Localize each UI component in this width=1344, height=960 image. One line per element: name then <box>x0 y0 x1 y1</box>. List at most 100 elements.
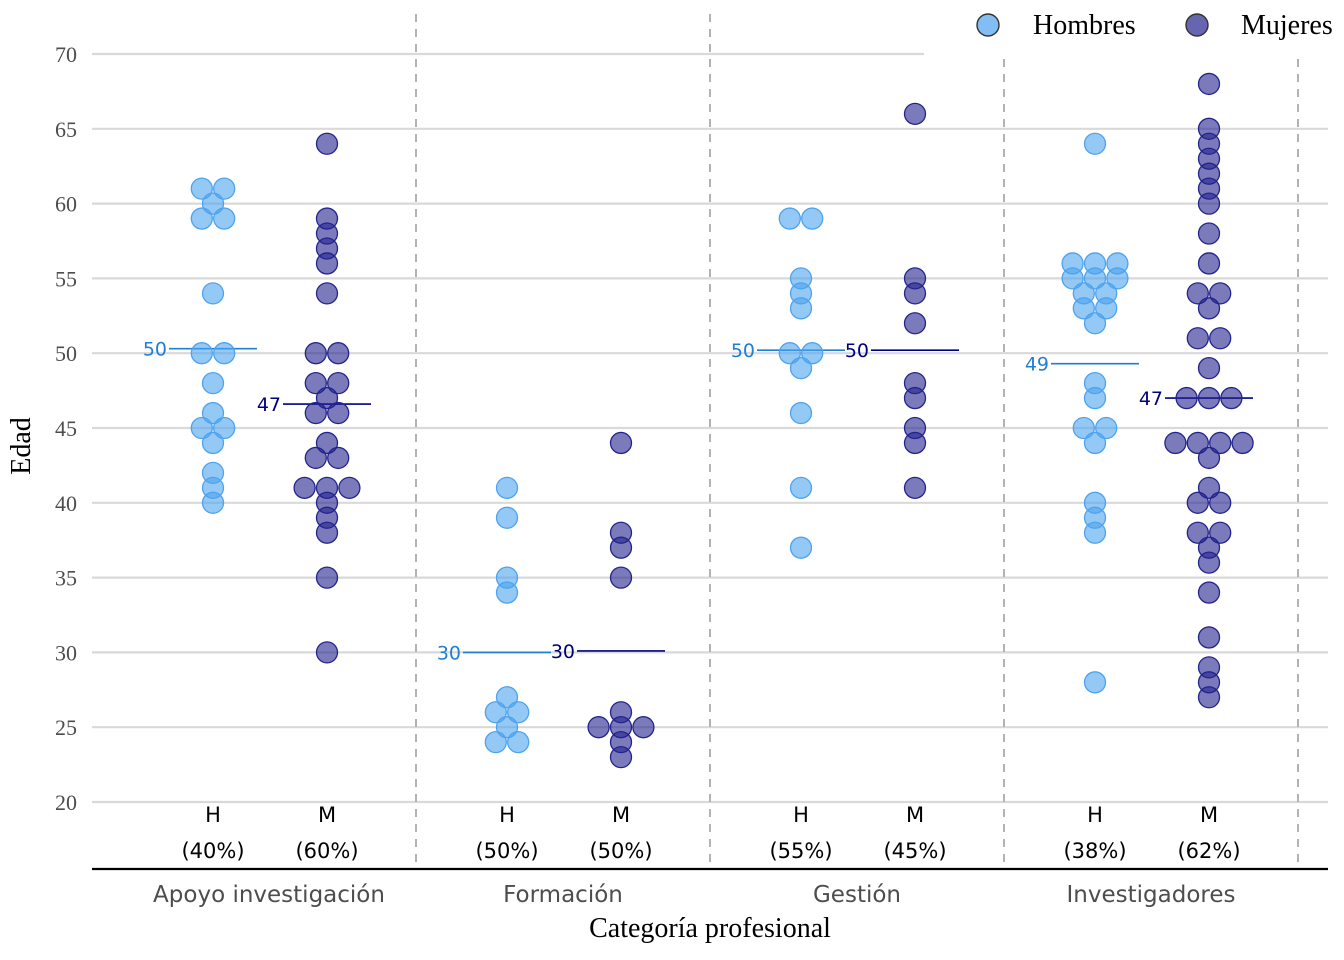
data-point <box>1209 282 1232 305</box>
data-point <box>1209 327 1232 350</box>
data-point <box>1197 446 1221 470</box>
data-point <box>304 401 327 425</box>
data-point <box>1197 222 1221 245</box>
data-point <box>304 342 327 365</box>
data-point <box>495 581 519 604</box>
data-point <box>1083 312 1107 335</box>
group-label: M <box>906 803 924 827</box>
data-point <box>789 401 813 425</box>
data-point <box>1072 416 1095 440</box>
y-tick-label: 65 <box>55 117 77 142</box>
y-tick-label: 20 <box>55 790 77 815</box>
data-point <box>1197 581 1221 604</box>
data-point <box>484 731 507 754</box>
data-point <box>1197 551 1221 574</box>
data-point <box>315 132 339 155</box>
data-point <box>315 521 339 544</box>
y-tick-label: 70 <box>55 42 77 67</box>
data-point <box>609 745 633 769</box>
data-point <box>1197 626 1221 649</box>
y-tick-label: 55 <box>55 266 77 291</box>
data-point <box>1197 297 1221 320</box>
data-point <box>1072 297 1095 320</box>
group-label: M <box>1200 803 1218 827</box>
data-point <box>1186 491 1209 514</box>
data-point <box>1095 416 1118 440</box>
data-point <box>903 476 927 499</box>
data-point <box>903 282 927 305</box>
category-separators <box>415 14 1299 869</box>
data-point <box>1083 431 1107 455</box>
mean-label: 49 <box>1025 354 1049 376</box>
data-point <box>801 342 824 365</box>
data-point <box>507 701 530 724</box>
data-point <box>304 371 327 395</box>
data-point <box>1186 282 1209 305</box>
group-label: H <box>793 803 809 827</box>
y-axis-title: Edad <box>6 417 37 475</box>
data-point <box>1209 431 1232 455</box>
data-point <box>1197 357 1221 380</box>
data-point <box>1083 386 1107 410</box>
group-label: M <box>612 803 630 827</box>
data-point <box>1106 267 1129 290</box>
group-percent: (50%) <box>589 839 652 863</box>
data-point <box>1095 297 1118 320</box>
data-point <box>338 476 361 499</box>
mean-label: 50 <box>731 340 755 362</box>
data-point <box>1186 521 1209 544</box>
data-point <box>495 716 519 739</box>
y-tick-label: 60 <box>55 192 77 217</box>
data-point <box>609 431 633 455</box>
data-point <box>1197 386 1221 410</box>
data-point <box>213 416 236 440</box>
data-point <box>315 252 339 275</box>
y-tick-label: 45 <box>55 416 77 441</box>
data-point <box>201 192 225 215</box>
data-point <box>293 476 316 499</box>
category-label: Gestión <box>813 882 901 908</box>
data-point <box>789 536 813 559</box>
data-point <box>327 342 350 365</box>
data-point <box>609 566 633 589</box>
category-label: Investigadores <box>1067 882 1236 908</box>
data-point <box>201 401 225 425</box>
data-point <box>903 102 927 125</box>
data-point <box>495 686 519 709</box>
data-point <box>1083 132 1107 155</box>
data-point <box>903 312 927 335</box>
data-point <box>315 386 339 410</box>
data-point <box>789 357 813 380</box>
mean-label: 47 <box>257 394 281 416</box>
data-point <box>1083 267 1107 290</box>
group-percent: (45%) <box>883 839 946 863</box>
data-point <box>201 371 225 395</box>
data-point <box>327 371 350 395</box>
data-point <box>1197 192 1221 215</box>
data-point <box>1186 431 1209 455</box>
group-label: H <box>1087 803 1103 827</box>
data-point <box>903 386 927 410</box>
data-point <box>213 177 236 200</box>
data-point <box>213 342 236 365</box>
data-point <box>1209 491 1232 514</box>
data-point <box>1220 386 1243 410</box>
data-point <box>903 431 927 455</box>
data-point <box>1175 386 1198 410</box>
data-point <box>484 701 507 724</box>
group-percent: (62%) <box>1177 839 1240 863</box>
group-label: M <box>318 803 336 827</box>
data-points <box>190 72 1254 769</box>
data-point <box>190 207 213 230</box>
data-point <box>1231 431 1254 455</box>
y-tick-label: 30 <box>55 640 77 665</box>
data-point <box>587 716 610 739</box>
grid-lines <box>92 52 1328 804</box>
data-point <box>190 342 213 365</box>
data-point <box>789 476 813 499</box>
data-point <box>1197 252 1221 275</box>
data-point <box>1197 476 1221 499</box>
legend-marker <box>976 13 1000 37</box>
data-point <box>315 431 339 455</box>
data-point <box>1083 671 1107 694</box>
